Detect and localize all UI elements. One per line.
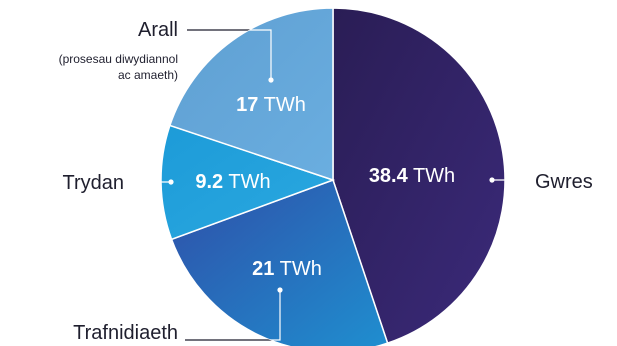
- pie-slice-trafnidiaeth: [170, 179, 389, 346]
- category-sublabel-line: ac amaeth): [118, 68, 178, 82]
- pie-slice-gwres: [332, 7, 506, 345]
- category-label-gwres: Gwres: [535, 171, 593, 193]
- pie-slice-arall: [168, 7, 334, 182]
- value-labels: 38.4 TWh 21 TWh 9.2 TWh 17 TWh: [195, 94, 455, 280]
- value-label-trydan: 9.2 TWh: [195, 171, 270, 193]
- leader-dot-trydan: [168, 179, 174, 185]
- leader-dot-trafnidiaeth: [277, 287, 283, 293]
- category-sublabel-line: (prosesau diwydiannol: [59, 52, 178, 66]
- category-labels: Gwres Trafnidiaeth Trydan Arall (prosesau di…: [59, 19, 593, 344]
- category-label-arall: Arall: [138, 19, 178, 41]
- value-label-arall: 17 TWh: [236, 94, 306, 116]
- leader-line-outer-arall: [187, 29, 272, 80]
- value-label-gwres: 38.4 TWh: [369, 165, 455, 187]
- value-label-trafnidiaeth: 21 TWh: [252, 258, 322, 280]
- pie-slices: [160, 7, 506, 346]
- leader-lines: [132, 29, 528, 341]
- leader-line-outer-trafnidiaeth: [185, 290, 281, 341]
- category-label-trydan: Trydan: [62, 172, 124, 194]
- leader-dot-gwres: [489, 177, 495, 183]
- category-label-trafnidiaeth: Trafnidiaeth: [73, 322, 178, 344]
- leader-dot-arall: [268, 77, 274, 83]
